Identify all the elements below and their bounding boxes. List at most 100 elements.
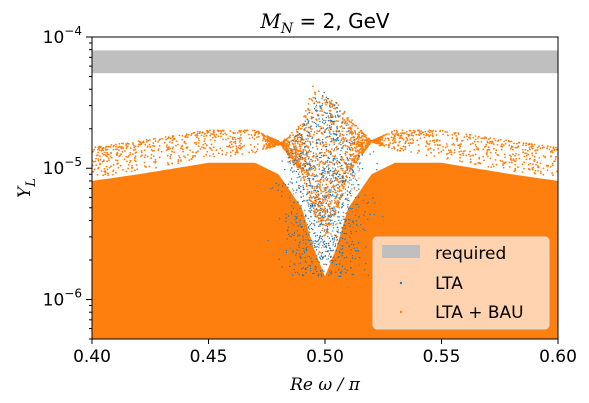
- lta-bau-point: [465, 133, 468, 136]
- lta-bau-point: [361, 131, 364, 134]
- lta-bau-point: [326, 186, 329, 189]
- lta-point: [309, 239, 311, 242]
- lta-point: [309, 168, 311, 170]
- lta-bau-point: [401, 129, 404, 132]
- lta-point: [278, 218, 281, 220]
- lta-bau-point: [298, 163, 301, 166]
- lta-point: [333, 139, 335, 142]
- lta-bau-point: [340, 194, 342, 197]
- lta-point: [327, 120, 330, 122]
- lta-bau-point: [474, 153, 477, 156]
- lta-bau-point: [514, 169, 516, 171]
- lta-point: [323, 170, 325, 172]
- lta-bau-point: [297, 152, 299, 155]
- lta-point: [287, 215, 290, 217]
- lta-bau-point: [250, 143, 252, 146]
- lta-point: [308, 149, 311, 151]
- lta-point: [346, 148, 349, 150]
- lta-bau-point: [456, 140, 459, 142]
- lta-point: [330, 273, 332, 275]
- lta-bau-point: [306, 113, 309, 115]
- lta-point: [331, 174, 333, 176]
- lta-bau-point: [314, 251, 316, 253]
- lta-bau-point: [291, 232, 293, 234]
- lta-bau-point: [106, 168, 109, 171]
- lta-point: [325, 196, 328, 199]
- lta-bau-point: [300, 180, 302, 182]
- lta-point: [319, 256, 321, 258]
- lta-point: [289, 197, 291, 199]
- lta-bau-point: [315, 195, 318, 197]
- lta-point: [328, 196, 330, 198]
- lta-point: [362, 199, 364, 202]
- lta-bau-point: [275, 144, 277, 146]
- lta-bau-point: [538, 157, 541, 159]
- lta-bau-point: [204, 147, 206, 150]
- lta-bau-point: [453, 149, 456, 151]
- lta-point: [308, 164, 311, 166]
- lta-bau-point: [239, 147, 242, 150]
- lta-point: [321, 98, 323, 100]
- lta-bau-point: [213, 134, 216, 137]
- lta-bau-point: [145, 139, 148, 141]
- lta-bau-point: [521, 171, 524, 174]
- lta-bau-point: [104, 173, 107, 176]
- lta-point: [306, 169, 308, 171]
- lta-bau-point: [379, 144, 382, 147]
- lta-bau-point: [531, 147, 533, 150]
- lta-bau-point: [491, 142, 493, 145]
- lta-bau-point: [322, 166, 324, 169]
- lta-point: [338, 269, 340, 271]
- lta-bau-point: [536, 146, 539, 149]
- lta-bau-point: [178, 155, 180, 157]
- lta-point: [341, 253, 343, 255]
- lta-bau-point: [364, 147, 367, 150]
- lta-point: [350, 266, 352, 269]
- lta-bau-point: [354, 131, 357, 134]
- lta-bau-point: [112, 163, 115, 166]
- lta-bau-point: [351, 159, 354, 161]
- lta-bau-point: [549, 150, 552, 153]
- lta-bau-point: [358, 131, 361, 134]
- lta-bau-point: [412, 139, 415, 142]
- lta-bau-point: [106, 145, 109, 148]
- lta-bau-point: [317, 203, 320, 205]
- lta-bau-point: [123, 158, 126, 161]
- lta-point: [341, 231, 344, 233]
- lta-bau-point: [522, 142, 525, 145]
- lta-bau-point: [325, 183, 327, 186]
- lta-bau-point: [131, 164, 133, 167]
- lta-point: [322, 241, 324, 243]
- lta-point: [305, 233, 308, 235]
- lta-point: [359, 256, 361, 259]
- lta-point: [332, 260, 334, 262]
- lta-point: [344, 198, 347, 200]
- lta-point: [329, 214, 331, 217]
- lta-bau-point: [314, 209, 317, 212]
- lta-bau-point: [329, 151, 331, 154]
- lta-point: [330, 178, 332, 180]
- lta-bau-point: [555, 146, 557, 149]
- lta-bau-point: [418, 131, 421, 134]
- lta-bau-point: [336, 186, 339, 189]
- lta-bau-point: [188, 159, 191, 162]
- lta-bau-point: [302, 153, 305, 156]
- lta-point: [314, 203, 316, 205]
- lta-bau-point: [406, 133, 408, 136]
- lta-bau-point: [527, 163, 530, 166]
- lta-point: [361, 168, 364, 170]
- lta-bau-point: [340, 196, 343, 198]
- lta-point: [328, 244, 330, 247]
- lta-point: [310, 257, 312, 259]
- lta-point: [288, 233, 290, 235]
- lta-bau-point: [433, 139, 436, 142]
- lta-bau-point: [307, 232, 309, 234]
- lta-bau-point: [492, 143, 495, 146]
- lta-bau-point: [410, 134, 413, 137]
- lta-bau-point: [485, 143, 488, 146]
- lta-bau-point: [311, 136, 314, 139]
- lta-bau-point: [318, 242, 321, 244]
- lta-bau-point: [302, 149, 305, 152]
- lta-bau-point: [121, 150, 124, 153]
- lta-bau-point: [269, 137, 272, 139]
